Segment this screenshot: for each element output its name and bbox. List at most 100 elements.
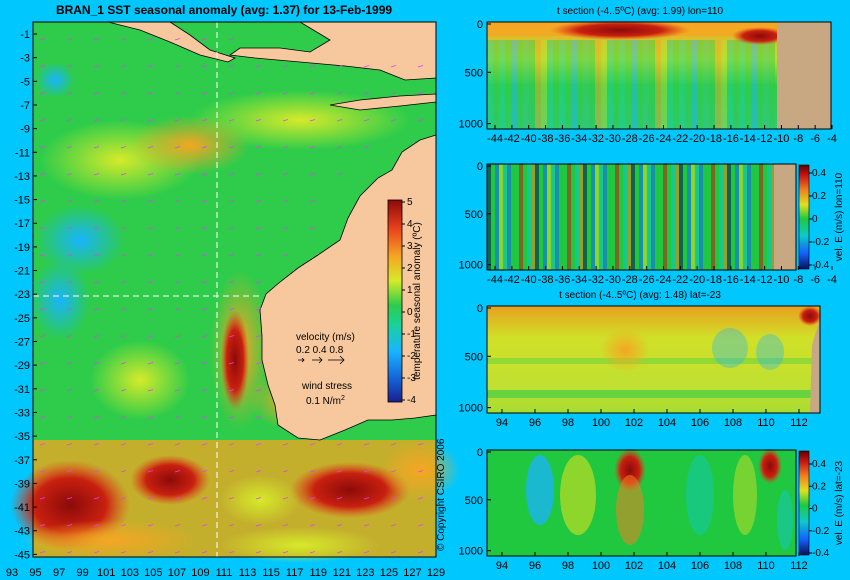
- section1-x-label: -6: [810, 133, 820, 145]
- vector-arrow: [309, 200, 316, 203]
- vector-arrow: [390, 92, 397, 95]
- section4-x-label: 104: [658, 560, 676, 572]
- vector-arrow: [255, 497, 262, 500]
- section4-x-label: 98: [562, 560, 574, 572]
- vector-arrow: [147, 281, 154, 284]
- vector-arrow: [120, 524, 127, 527]
- section2-stripe: [595, 164, 599, 270]
- section1-stripe: [697, 40, 703, 129]
- vector-arrow: [120, 551, 127, 554]
- section3-x-label: 100: [592, 417, 610, 429]
- map-title: BRAN_1 SST seasonal anomaly (avg: 1.37) …: [56, 3, 392, 17]
- section2-stripe: [635, 164, 639, 270]
- vector-arrow: [309, 119, 316, 122]
- section2-x-label: -28: [622, 274, 638, 286]
- section2-x-label: -20: [689, 274, 705, 286]
- section2-stripe: [559, 164, 563, 270]
- vector-arrow: [66, 443, 73, 446]
- vector-arrow: [282, 470, 289, 473]
- vector-arrow: [147, 362, 154, 365]
- section1-stripe: [595, 40, 601, 129]
- section1-stripe: [745, 40, 751, 129]
- vector-arrow: [309, 173, 316, 176]
- vector-arrow: [174, 281, 181, 284]
- vector-arrow: [363, 443, 370, 446]
- vector-arrow: [174, 308, 181, 311]
- vector-arrow: [363, 119, 370, 122]
- vector-arrow: [93, 470, 100, 473]
- vector-arrow: [39, 119, 46, 122]
- vector-arrow: [228, 119, 235, 122]
- vector-arrow: [228, 551, 235, 554]
- section2-x-label: -16: [723, 274, 739, 286]
- section3-x-label: 104: [658, 417, 676, 429]
- map-y-tick-label: -15: [14, 195, 30, 207]
- vector-arrow: [66, 200, 73, 203]
- vector-arrow: [39, 362, 46, 365]
- map-y-tick-label: -25: [14, 313, 30, 325]
- section2-stripe: [527, 164, 531, 270]
- section2-stripe: [767, 164, 771, 270]
- section2-stripe: [495, 164, 499, 270]
- section4-x-label: 94: [496, 560, 508, 572]
- section2-stripe: [615, 164, 619, 270]
- section2-stripe: [515, 164, 519, 270]
- map-x-tick-label: 101: [97, 567, 115, 579]
- vector-arrow: [93, 308, 100, 311]
- section3-y-label: 0: [477, 303, 483, 315]
- section2-frame: [486, 163, 797, 271]
- vector-arrow: [363, 551, 370, 554]
- vector-arrow: [93, 92, 100, 95]
- map-colorbar-tick-label: -2: [407, 351, 416, 362]
- section1-plot: [486, 20, 832, 130]
- vector-arrow: [39, 335, 46, 338]
- vector-arrow: [93, 443, 100, 446]
- vector-arrow: [282, 119, 289, 122]
- vector-arrow: [201, 389, 208, 392]
- vector-arrow: [120, 146, 127, 149]
- section2-stripe: [503, 164, 507, 270]
- section2-stripe: [539, 164, 543, 270]
- section1-x-label: -4: [827, 133, 837, 145]
- section1-stripe: [553, 40, 559, 129]
- vector-arrow: [66, 254, 73, 257]
- vector-arrow: [120, 227, 127, 230]
- section1-stripe: [673, 40, 679, 129]
- vector-arrow: [255, 362, 262, 365]
- vector-arrow: [39, 173, 46, 176]
- section4-x-label: 112: [790, 560, 808, 572]
- section4-y-label: 1000: [459, 546, 483, 558]
- vector-arrow: [309, 470, 316, 473]
- vector-arrow: [66, 38, 73, 41]
- map-colorbar-tick-label: 0: [407, 307, 413, 318]
- section1-stripe: [733, 40, 739, 129]
- section2-stripe: [651, 164, 655, 270]
- section1-stripe: [535, 40, 541, 129]
- wind-legend-value-text: 0.1 N/m: [306, 396, 341, 407]
- vector-arrow: [66, 470, 73, 473]
- vector-arrow: [228, 38, 235, 41]
- map-y-tick-label: -23: [14, 289, 30, 301]
- section2-x-label: -18: [706, 274, 722, 286]
- velocity-legend-values: 0.2 0.4 0.8: [296, 345, 344, 356]
- section2-stripe: [707, 164, 711, 270]
- vector-arrow: [228, 146, 235, 149]
- section2-stripe: [667, 164, 671, 270]
- map-colorbar-tick-label: 3: [407, 241, 413, 252]
- vector-arrow: [174, 173, 181, 176]
- section3-plot: [486, 305, 822, 414]
- map-x-tick-label: 93: [6, 567, 18, 579]
- section1-land: [777, 22, 831, 129]
- section2-x-label: -32: [588, 274, 604, 286]
- section2-stripe: [723, 164, 727, 270]
- vector-arrow: [282, 200, 289, 203]
- section3-x-label: 96: [529, 417, 541, 429]
- map-x-tick-label: 111: [216, 567, 233, 579]
- section1-x-label: -22: [672, 133, 688, 145]
- section2-stripe: [487, 164, 491, 270]
- section2-land: [774, 164, 796, 270]
- section1-stripe: [667, 40, 673, 129]
- vector-arrow: [66, 65, 73, 68]
- section1-stripe: [499, 40, 505, 129]
- section1-stripe: [529, 40, 535, 129]
